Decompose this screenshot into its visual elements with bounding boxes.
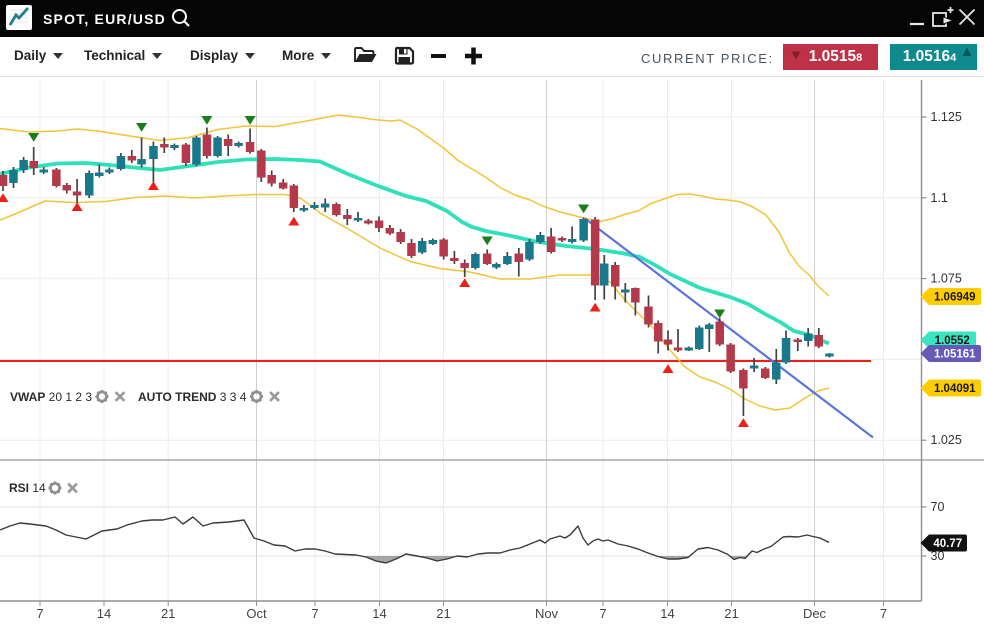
svg-text:40.77: 40.77 xyxy=(933,538,962,550)
svg-text:RSI 14: RSI 14 xyxy=(9,481,46,495)
svg-text:VWAP 20 1 2 3: VWAP 20 1 2 3 xyxy=(10,390,92,404)
svg-text:1.04091: 1.04091 xyxy=(934,383,976,395)
svg-text:21: 21 xyxy=(436,606,450,621)
svg-text:Oct: Oct xyxy=(246,606,267,621)
svg-text:14: 14 xyxy=(660,606,674,621)
svg-text:Nov: Nov xyxy=(535,606,559,621)
svg-text:7: 7 xyxy=(880,606,887,621)
svg-text:70: 70 xyxy=(931,500,945,514)
svg-text:14: 14 xyxy=(372,606,386,621)
svg-text:1.1: 1.1 xyxy=(931,191,948,205)
svg-text:1.025: 1.025 xyxy=(931,433,962,447)
svg-text:AUTO TREND 3 3 4: AUTO TREND 3 3 4 xyxy=(138,390,247,404)
svg-text:30: 30 xyxy=(931,549,945,563)
svg-text:1.06949: 1.06949 xyxy=(934,292,976,304)
svg-text:Dec: Dec xyxy=(803,606,827,621)
svg-text:7: 7 xyxy=(36,606,43,621)
svg-text:7: 7 xyxy=(599,606,606,621)
svg-text:14: 14 xyxy=(97,606,111,621)
svg-text:1.05161: 1.05161 xyxy=(934,349,976,361)
svg-text:21: 21 xyxy=(724,606,738,621)
svg-text:1.0552: 1.0552 xyxy=(935,335,970,347)
svg-text:21: 21 xyxy=(161,606,175,621)
svg-text:7: 7 xyxy=(311,606,318,621)
svg-text:1.125: 1.125 xyxy=(931,110,962,124)
svg-text:1.075: 1.075 xyxy=(931,272,962,286)
